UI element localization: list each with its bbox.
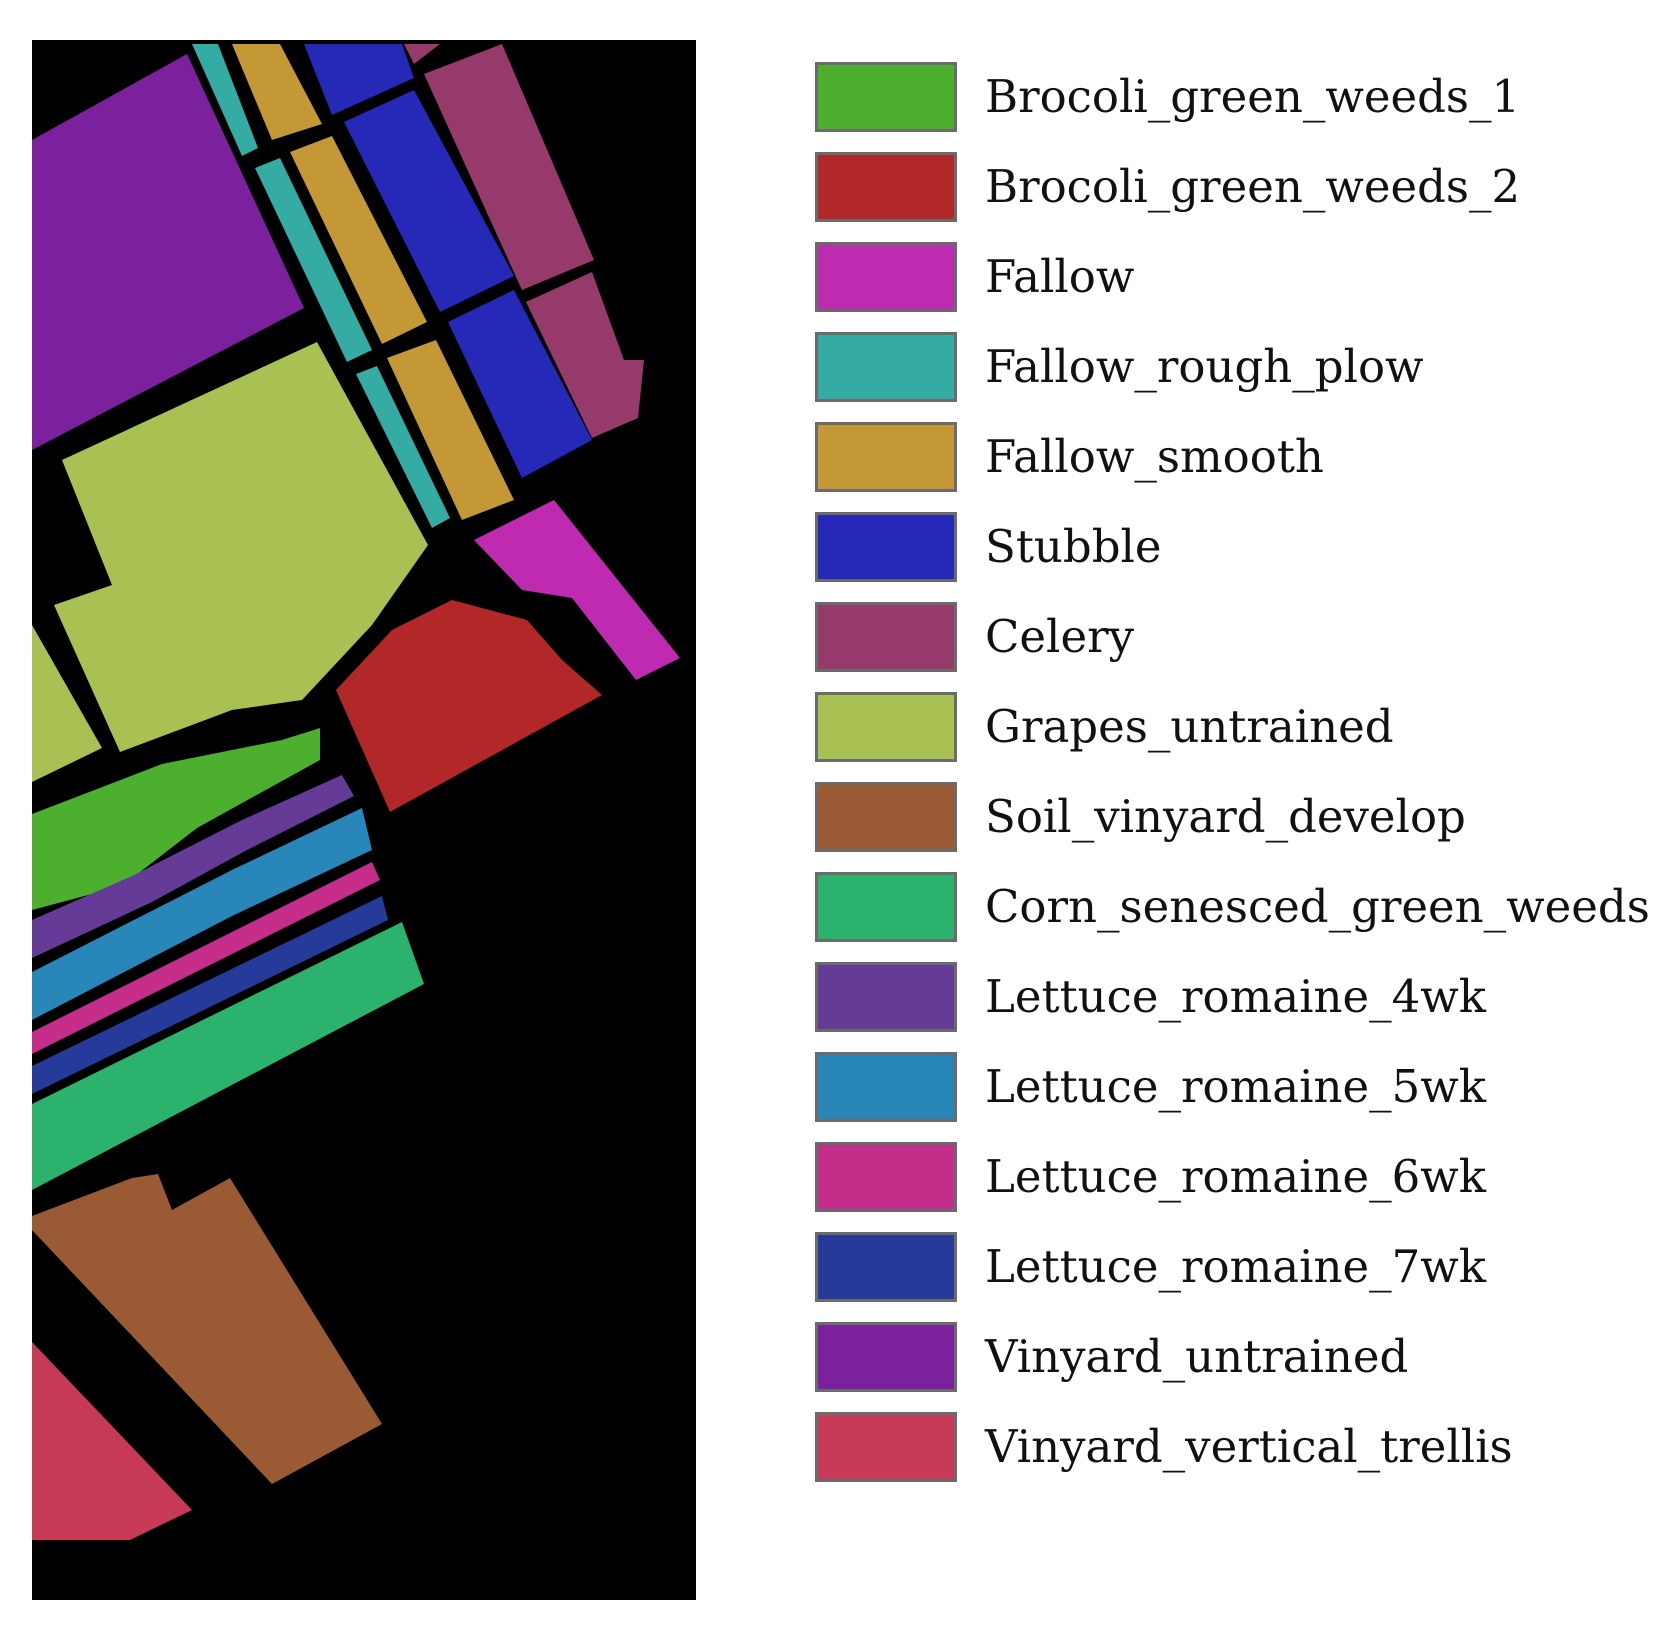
legend-label: Fallow_rough_plow — [985, 340, 1424, 393]
legend-swatch — [815, 1142, 957, 1212]
legend-label: Lettuce_romaine_7wk — [985, 1240, 1487, 1293]
legend-item: Corn_senesced_green_weeds — [815, 872, 1665, 946]
legend-item: Grapes_untrained — [815, 692, 1665, 766]
legend-item: Lettuce_romaine_6wk — [815, 1142, 1665, 1216]
legend-item: Brocoli_green_weeds_1 — [815, 62, 1665, 136]
legend-swatch — [815, 62, 957, 132]
legend-swatch — [815, 962, 957, 1032]
legend-swatch — [815, 152, 957, 222]
legend-item: Celery — [815, 602, 1665, 676]
legend-label: Fallow_smooth — [985, 430, 1324, 483]
legend-item: Fallow_smooth — [815, 422, 1665, 496]
legend-item: Vinyard_untrained — [815, 1322, 1665, 1396]
region-brocoli-2 — [336, 600, 602, 812]
classification-map — [32, 40, 696, 1600]
legend-item: Lettuce_romaine_7wk — [815, 1232, 1665, 1306]
region-celery — [526, 272, 644, 438]
legend-swatch — [815, 1052, 957, 1122]
region-fallow — [474, 500, 680, 680]
legend-item: Vinyard_vertical_trellis — [815, 1412, 1665, 1486]
legend-swatch — [815, 602, 957, 672]
region-fallow-rough-plow — [192, 44, 258, 156]
legend-label: Vinyard_vertical_trellis — [985, 1420, 1513, 1473]
legend-swatch — [815, 782, 957, 852]
legend-label: Stubble — [985, 520, 1162, 573]
region-lettuce-6wk — [32, 862, 380, 1054]
legend-item: Stubble — [815, 512, 1665, 586]
region-vinyard-trellis — [32, 1342, 192, 1540]
legend-label: Corn_senesced_green_weeds — [985, 880, 1650, 933]
legend-item: Lettuce_romaine_5wk — [815, 1052, 1665, 1126]
legend-swatch — [815, 242, 957, 312]
region-soil-vinyard — [32, 1174, 382, 1484]
legend-swatch — [815, 332, 957, 402]
legend-label: Lettuce_romaine_5wk — [985, 1060, 1487, 1113]
ground-truth-map — [32, 40, 696, 1600]
legend-item: Soil_vinyard_develop — [815, 782, 1665, 856]
legend-label: Fallow — [985, 250, 1135, 303]
legend-label: Brocoli_green_weeds_2 — [985, 160, 1521, 213]
legend-label: Celery — [985, 610, 1135, 663]
region-celery — [424, 44, 594, 290]
legend-item: Fallow_rough_plow — [815, 332, 1665, 406]
region-corn-senesced — [32, 922, 424, 1190]
region-fallow-rough-plow — [255, 158, 372, 362]
legend-item: Fallow — [815, 242, 1665, 316]
region-lettuce-4wk — [32, 775, 354, 958]
region-grapes-untrained — [32, 625, 102, 782]
region-lettuce-5wk — [32, 808, 372, 1020]
legend-swatch — [815, 512, 957, 582]
region-brocoli-1 — [32, 728, 320, 910]
region-grapes-untrained — [54, 342, 428, 752]
legend-swatch — [815, 1232, 957, 1302]
legend-swatch — [815, 1322, 957, 1392]
legend-swatch — [815, 1412, 957, 1482]
legend-label: Brocoli_green_weeds_1 — [985, 70, 1521, 123]
legend-swatch — [815, 872, 957, 942]
legend-item: Lettuce_romaine_4wk — [815, 962, 1665, 1036]
region-fallow-smooth — [387, 340, 514, 520]
legend-label: Vinyard_untrained — [985, 1330, 1409, 1383]
legend-label: Grapes_untrained — [985, 700, 1394, 753]
legend-label: Lettuce_romaine_4wk — [985, 970, 1487, 1023]
region-lettuce-7wk — [32, 896, 388, 1094]
legend-swatch — [815, 422, 957, 492]
region-fallow-smooth — [290, 136, 427, 344]
region-stubble — [448, 290, 592, 478]
region-stubble — [344, 90, 514, 312]
region-fallow-rough-plow — [356, 366, 450, 528]
region-vinyard-untrained — [32, 54, 304, 450]
legend-label: Soil_vinyard_develop — [985, 790, 1466, 843]
legend-swatch — [815, 692, 957, 762]
region-fallow-smooth — [232, 44, 322, 140]
legend-item: Brocoli_green_weeds_2 — [815, 152, 1665, 226]
region-celery — [404, 44, 440, 64]
region-stubble — [304, 44, 414, 115]
legend-label: Lettuce_romaine_6wk — [985, 1150, 1487, 1203]
